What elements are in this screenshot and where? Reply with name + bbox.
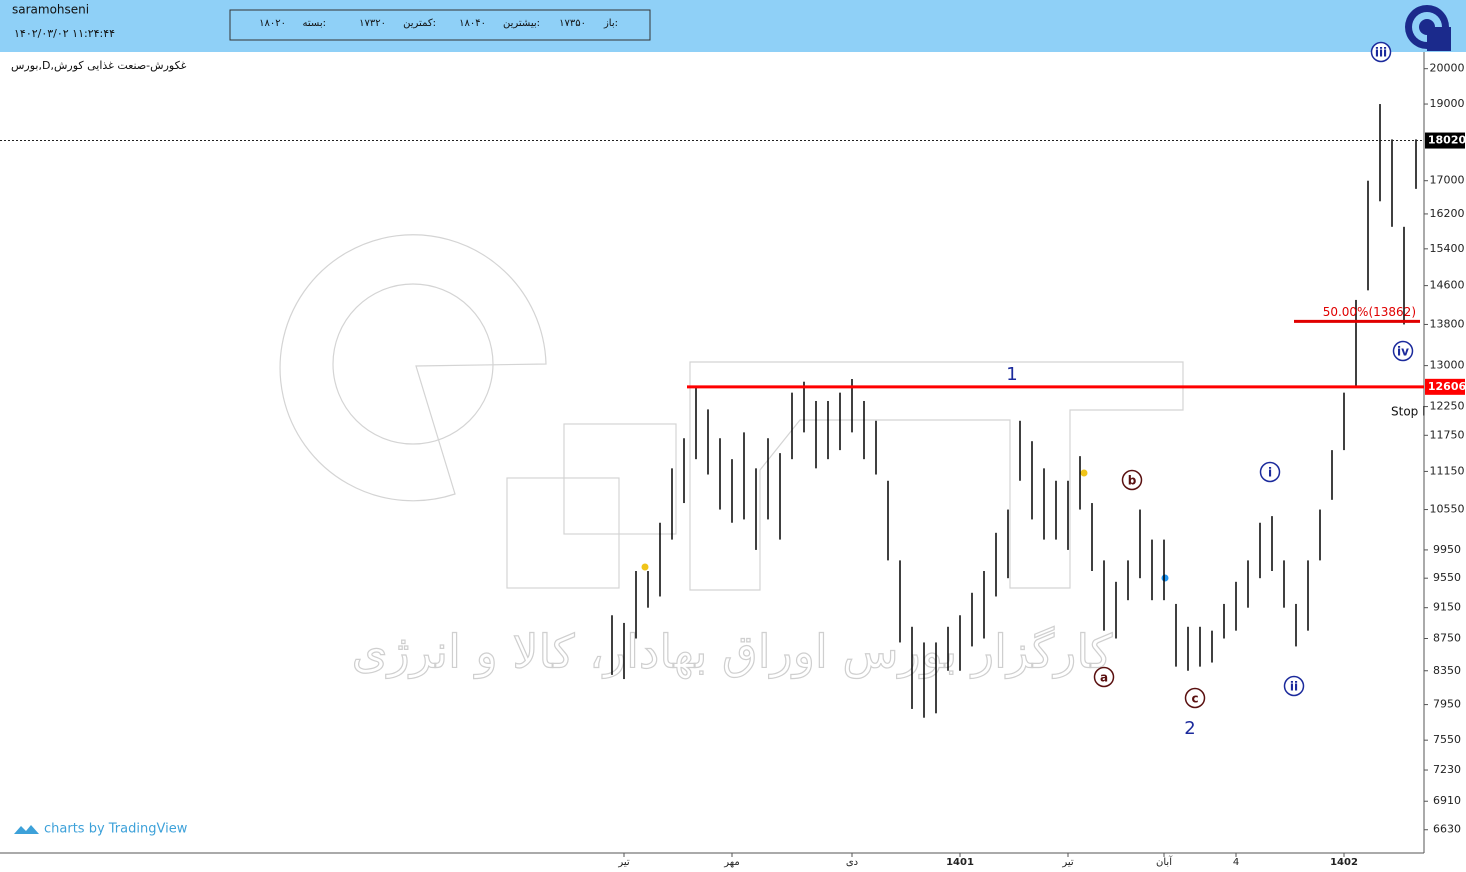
- level-label: 12606: [1428, 380, 1466, 393]
- x-tick-label: آبان: [1156, 855, 1173, 868]
- y-tick-label: 17000: [1430, 174, 1465, 187]
- y-tick-label: 12250: [1430, 400, 1465, 413]
- y-tick-label: 20000: [1430, 62, 1465, 75]
- marker-dot: [1080, 469, 1088, 477]
- ohlc-label: بسته:: [303, 18, 326, 29]
- y-tick-label: 16200: [1430, 207, 1465, 220]
- ohlc-label: بیشترین:: [503, 18, 540, 29]
- ohlc-value: ۱۷۳۵۰: [559, 18, 586, 29]
- y-tick-label: 6910: [1433, 794, 1461, 807]
- fib-label: 50.00%(13862): [1323, 305, 1416, 319]
- x-tick-label: 1401: [946, 857, 974, 868]
- y-tick-label: 13800: [1430, 317, 1465, 330]
- y-tick-label: 15400: [1430, 242, 1465, 255]
- x-tick-label: مهر: [723, 857, 739, 868]
- wave-circle: [1121, 469, 1143, 491]
- y-tick-label: 11750: [1430, 428, 1465, 441]
- y-tick-label: 14600: [1430, 279, 1465, 292]
- x-tick-label: تیر: [617, 857, 630, 868]
- y-tick-label: 7550: [1433, 733, 1461, 746]
- x-tick-label: دی: [846, 857, 858, 868]
- wave-circle: [1392, 340, 1414, 362]
- wave-circle: [1283, 675, 1305, 697]
- wave-label: 2: [1184, 718, 1195, 739]
- branding-icon: [14, 825, 39, 834]
- wave-circle: [1184, 687, 1206, 709]
- y-tick-label: 7230: [1433, 763, 1461, 776]
- y-tick-label: 6630: [1433, 823, 1461, 836]
- y-tick-label: 13000: [1430, 359, 1465, 372]
- ohlc-value: ۱۸۰۴۰: [459, 18, 486, 29]
- wave-circle: [1370, 41, 1392, 63]
- ohlc-label: باز:: [603, 18, 618, 29]
- y-tick-label: 7950: [1433, 698, 1461, 711]
- watermark-logo: [279, 234, 1184, 591]
- ohlc-value: ۱۸۰۲۰: [259, 18, 286, 29]
- x-tick-label: 4: [1233, 857, 1239, 868]
- wave-label: ii: [1290, 680, 1298, 694]
- branding[interactable]: charts by TradingView: [14, 822, 188, 837]
- marker-dot: [1161, 574, 1169, 582]
- wave-label: iv: [1397, 345, 1409, 359]
- wave-label: b: [1128, 474, 1137, 488]
- y-tick-label: 19000: [1430, 97, 1465, 110]
- level-box: [1425, 378, 1465, 395]
- x-tick-label: 1402: [1330, 857, 1358, 868]
- wave-label: 1: [1006, 364, 1017, 385]
- y-tick-label: 8750: [1433, 631, 1461, 644]
- watermark-text: کارگزار بورس اوراق بهادار، کالا و انرژی: [352, 625, 1113, 680]
- wave-label: c: [1191, 692, 1198, 706]
- y-tick-label: 9550: [1433, 571, 1461, 584]
- logo-icon: [1405, 5, 1451, 51]
- last-price-box: [1425, 132, 1465, 149]
- x-tick-label: تیر: [1061, 857, 1074, 868]
- datetime: ۱۴۰۲/۰۳/۰۲ ۱۱:۲۴:۴۴: [14, 27, 115, 40]
- wave-label: Stop l: [1391, 405, 1425, 419]
- symbol-title: بورس,D,غکورش-صنعت غذایی کورش: [11, 59, 187, 72]
- branding-text[interactable]: charts by TradingView: [44, 822, 188, 837]
- user-name: saramohseni: [12, 3, 89, 17]
- header-bar: [0, 0, 1466, 52]
- y-tick-label: 8350: [1433, 664, 1461, 677]
- wave-circle: [1093, 666, 1115, 688]
- y-tick-label: 9950: [1433, 543, 1461, 556]
- ohlc-value: ۱۷۳۲۰: [359, 18, 386, 29]
- ohlc-label: کمترین:: [403, 18, 436, 29]
- y-tick-label: 11150: [1430, 464, 1465, 477]
- y-tick-label: 10550: [1430, 503, 1465, 516]
- wave-circle: [1259, 461, 1281, 483]
- wave-label: i: [1268, 466, 1272, 480]
- wave-label: iii: [1375, 46, 1387, 60]
- last-price-label: 18020: [1428, 134, 1466, 147]
- y-tick-label: 9150: [1433, 601, 1461, 614]
- marker-dot: [641, 563, 649, 571]
- ohlc-box: [229, 9, 651, 41]
- wave-label: a: [1100, 671, 1108, 685]
